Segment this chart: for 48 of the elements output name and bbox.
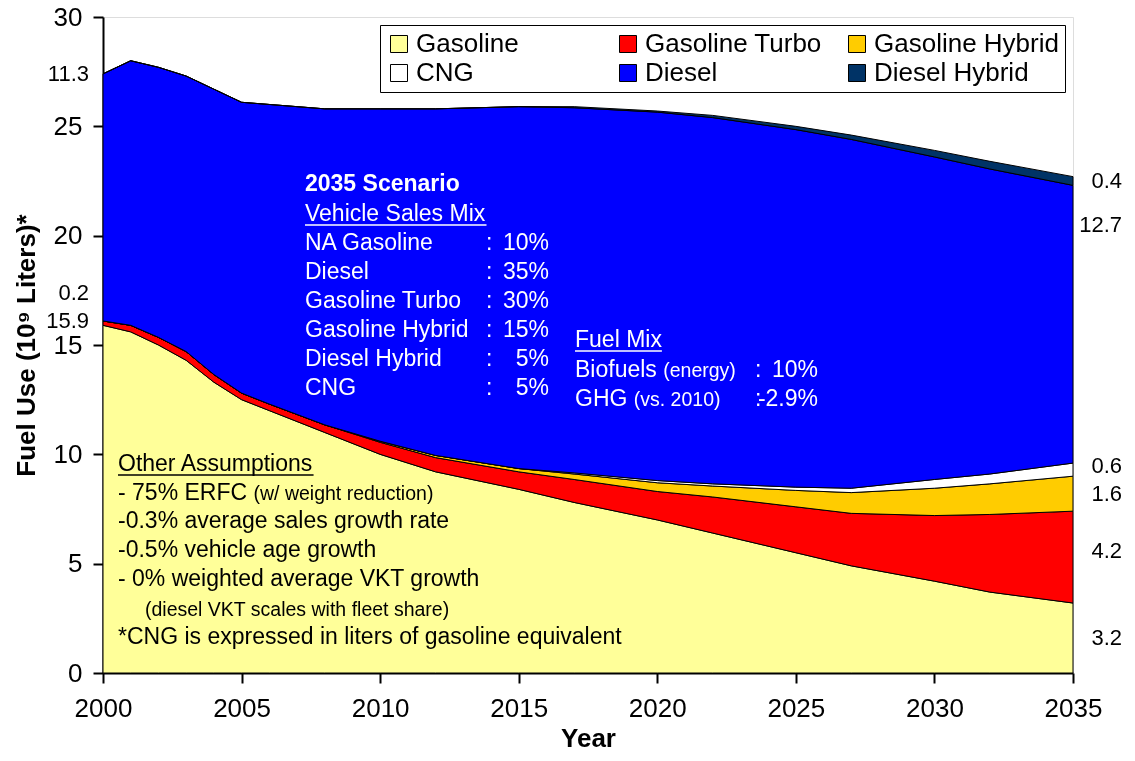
data-label: 11.3 bbox=[47, 60, 89, 86]
data-label: 0.2 bbox=[58, 280, 89, 305]
text: Diesel : 35% bbox=[305, 258, 549, 284]
x-tick-label: 2015 bbox=[490, 692, 549, 723]
data-label: 3.2 bbox=[1091, 625, 1122, 651]
legend-label: Diesel bbox=[645, 57, 718, 87]
x-tick-label: 2025 bbox=[767, 692, 826, 723]
legend-label: Diesel Hybrid bbox=[874, 57, 1029, 87]
text: NA Gasoline : 10% bbox=[305, 229, 549, 255]
text: Diesel Hybrid : 5% bbox=[305, 345, 549, 371]
x-tick-label: 2000 bbox=[74, 692, 133, 723]
annotation: -0.3% average sales growth rate bbox=[118, 507, 450, 533]
annotation: - 75% ERFC (w/ weight reduction) bbox=[118, 479, 434, 505]
y-axis-title: Fuel Use (10⁹ Liters)* bbox=[10, 213, 41, 477]
x-tick-label: 2005 bbox=[213, 692, 271, 723]
annotation: Biofuels (energy) : 10% bbox=[575, 356, 818, 382]
x-tick-label: 2030 bbox=[906, 692, 964, 723]
data-label: 4.2 bbox=[1091, 538, 1122, 564]
annotation: Fuel Mix bbox=[575, 326, 663, 352]
data-label: 12.7 bbox=[1079, 212, 1122, 238]
annotation: Vehicle Sales Mix bbox=[305, 200, 486, 226]
annotation: Gasoline Turbo : 30% bbox=[305, 287, 549, 313]
x-tick-label: 2010 bbox=[351, 692, 410, 723]
y-tick-label: 25 bbox=[53, 110, 83, 141]
x-tick-label: 2020 bbox=[628, 692, 687, 723]
annotation: Other Assumptions bbox=[118, 450, 313, 476]
annotation: Gasoline Hybrid : 15% bbox=[305, 316, 549, 342]
y-tick-label: 20 bbox=[53, 220, 83, 251]
annotation: - 0% weighted average VKT growth bbox=[118, 565, 480, 591]
y-tick-label: 5 bbox=[68, 548, 83, 579]
annotation: (diesel VKT scales with fleet share) bbox=[145, 598, 450, 620]
legend-label: Gasoline Turbo bbox=[645, 28, 822, 58]
data-label: 0.6 bbox=[1091, 452, 1122, 478]
legend-label: CNG bbox=[416, 57, 474, 87]
text: GHG (vs. 2010) :-2.9% bbox=[575, 385, 818, 411]
x-tick-label: 2035 bbox=[1044, 692, 1103, 723]
annotation: 2035 Scenario bbox=[305, 170, 460, 196]
legend-label: Gasoline Hybrid bbox=[874, 28, 1059, 58]
x-axis-title: Year bbox=[561, 722, 616, 753]
legend-label: Gasoline bbox=[416, 28, 519, 58]
y-tick-label: 30 bbox=[53, 1, 83, 32]
annotation: *CNG is expressed in liters of gasoline equivalent bbox=[118, 623, 623, 649]
y-tick-label: 0 bbox=[68, 657, 83, 688]
data-label: 0.4 bbox=[1091, 168, 1122, 193]
text: CNG : 5% bbox=[305, 374, 549, 400]
data-label: 1.6 bbox=[1091, 480, 1122, 506]
annotation: -0.5% vehicle age growth bbox=[118, 536, 377, 562]
y-tick-label: 10 bbox=[53, 438, 83, 469]
